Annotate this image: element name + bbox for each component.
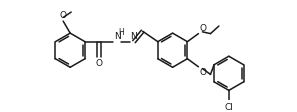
Text: O: O bbox=[96, 59, 102, 68]
Text: Cl: Cl bbox=[225, 103, 233, 112]
Text: N: N bbox=[114, 32, 121, 41]
Text: O: O bbox=[60, 11, 67, 20]
Text: H: H bbox=[119, 28, 124, 37]
Text: O: O bbox=[199, 24, 206, 33]
Text: N: N bbox=[131, 32, 137, 41]
Text: O: O bbox=[199, 68, 206, 77]
